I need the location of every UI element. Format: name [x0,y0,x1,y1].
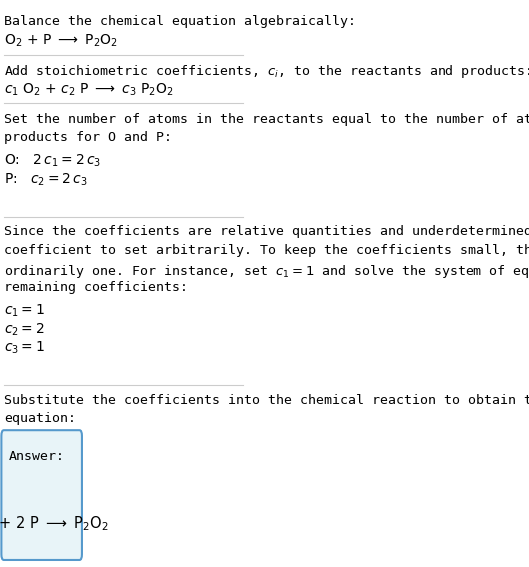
Text: $c_1 = 1$: $c_1 = 1$ [4,303,44,319]
Text: Substitute the coefficients into the chemical reaction to obtain the balanced: Substitute the coefficients into the che… [4,393,529,407]
FancyBboxPatch shape [2,430,82,560]
Text: remaining coefficients:: remaining coefficients: [4,281,188,294]
Text: ordinarily one. For instance, set $c_1 = 1$ and solve the system of equations fo: ordinarily one. For instance, set $c_1 =… [4,263,529,280]
Text: products for O and P:: products for O and P: [4,131,172,144]
Text: Add stoichiometric coefficients, $c_i$, to the reactants and products:: Add stoichiometric coefficients, $c_i$, … [4,64,529,81]
Text: $c_1$ O$_2$ + $c_2$ P $\longrightarrow$ $c_3$ P$_2$O$_2$: $c_1$ O$_2$ + $c_2$ P $\longrightarrow$ … [4,82,174,98]
Text: O$_2$ + P $\longrightarrow$ P$_2$O$_2$: O$_2$ + P $\longrightarrow$ P$_2$O$_2$ [4,32,118,49]
Text: equation:: equation: [4,412,76,425]
Text: $c_2 = 2$: $c_2 = 2$ [4,321,44,338]
Text: O$_2$ + 2 P $\longrightarrow$ P$_2$O$_2$: O$_2$ + 2 P $\longrightarrow$ P$_2$O$_2$ [0,514,108,532]
Text: coefficient to set arbitrarily. To keep the coefficients small, the arbitrary va: coefficient to set arbitrarily. To keep … [4,244,529,257]
Text: Answer:: Answer: [8,450,65,463]
Text: P:   $c_2 = 2\,c_3$: P: $c_2 = 2\,c_3$ [4,171,87,188]
Text: O:   $2\,c_1 = 2\,c_3$: O: $2\,c_1 = 2\,c_3$ [4,153,101,169]
Text: Set the number of atoms in the reactants equal to the number of atoms in the: Set the number of atoms in the reactants… [4,112,529,125]
Text: Balance the chemical equation algebraically:: Balance the chemical equation algebraica… [4,15,356,28]
Text: Since the coefficients are relative quantities and underdetermined, choose a: Since the coefficients are relative quan… [4,226,529,238]
Text: $c_3 = 1$: $c_3 = 1$ [4,340,44,356]
